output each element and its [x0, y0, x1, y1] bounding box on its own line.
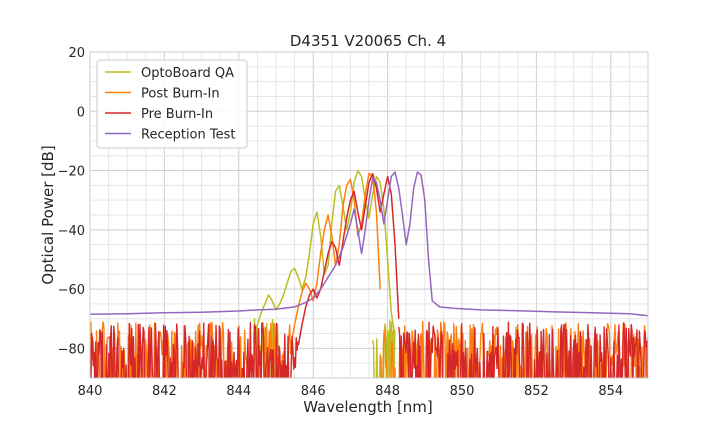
legend-label: Post Burn-In	[141, 87, 220, 102]
x-tick-label: 850	[450, 384, 475, 399]
series-noise-line	[398, 321, 648, 378]
series-reception-test	[90, 171, 648, 317]
series-noise-line	[90, 321, 292, 378]
chart-title: D4351 V20065 Ch. 4	[290, 32, 446, 50]
plot-frame	[89, 51, 649, 379]
x-tick-label: 848	[375, 384, 400, 399]
x-tick-label: 844	[226, 384, 251, 399]
legend-label: OptoBoard QA	[141, 66, 234, 81]
x-tick-label: 846	[301, 384, 326, 399]
y-tick-label: 20	[68, 46, 85, 61]
tick-labels: 840 842 844 846 848 850 852 854 20 0 −20 −40 −60 −80	[58, 46, 624, 399]
y-axis-title: Optical Power [dB]	[39, 145, 57, 284]
x-axis-title: Wavelength [nm]	[303, 398, 433, 416]
series-line	[297, 172, 400, 346]
series-pre-burn-in	[90, 172, 648, 378]
legend-box	[96, 59, 248, 149]
x-tick-label: 842	[152, 384, 177, 399]
legend-label: Reception Test	[141, 128, 235, 143]
y-tick-label: −40	[58, 224, 85, 239]
y-tick-label: −60	[58, 283, 85, 298]
legend-label: Pre Burn-In	[141, 107, 213, 122]
y-tick-label: −20	[58, 165, 85, 180]
legend: OptoBoard QA Post Burn-In Pre Burn-In Recep…	[96, 59, 248, 149]
x-tick-label: 840	[78, 384, 103, 399]
y-tick-label: −80	[58, 342, 85, 357]
y-tick-label: 0	[77, 105, 85, 120]
series-layer	[90, 169, 648, 378]
series-noise-line	[90, 321, 299, 378]
x-tick-label: 852	[524, 384, 549, 399]
x-tick-label: 854	[598, 384, 623, 399]
series-line	[90, 171, 648, 317]
